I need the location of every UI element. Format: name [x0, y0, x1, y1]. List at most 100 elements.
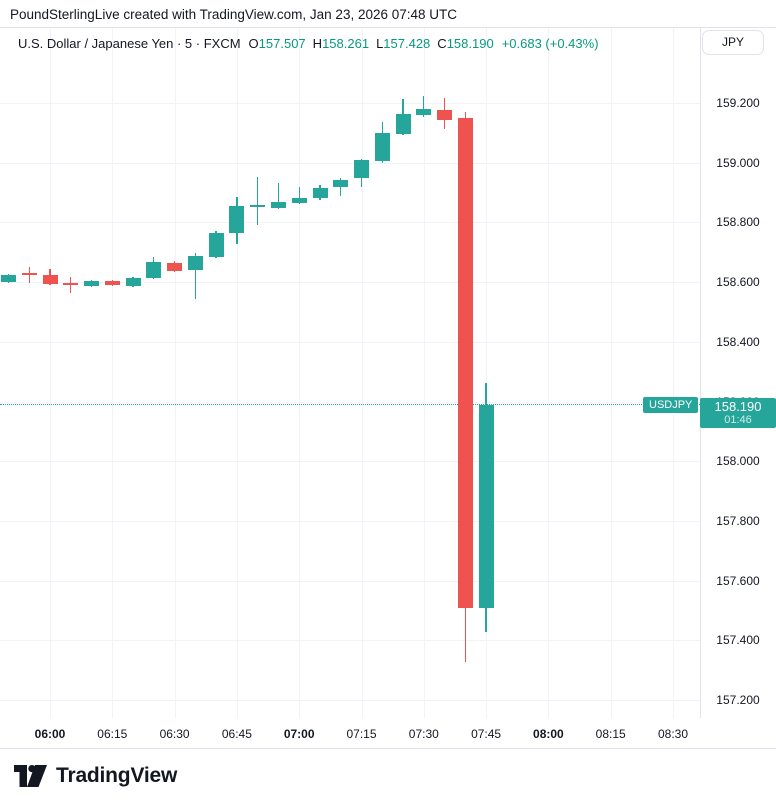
- horizontal-gridline: [0, 580, 700, 582]
- vertical-gridline: [361, 28, 363, 718]
- price-axis-tick: 159.200: [716, 96, 760, 110]
- vertical-gridline: [299, 28, 301, 718]
- last-price-line: [0, 403, 700, 405]
- candle-wick: [340, 178, 342, 197]
- last-price-label: 158.190 01:46: [700, 397, 776, 428]
- tradingview-logo-text: TradingView: [56, 764, 178, 787]
- vertical-gridline: [174, 28, 176, 718]
- last-price-value: 158.190: [714, 398, 762, 414]
- chart-pane[interactable]: USDJPY: [0, 28, 700, 718]
- horizontal-gridline: [0, 162, 700, 164]
- horizontal-gridline: [0, 461, 700, 463]
- candle-body: [21, 273, 37, 275]
- price-axis-tick: 158.000: [716, 454, 760, 469]
- candle-body: [167, 263, 183, 271]
- time-axis-tick: 07:45: [471, 727, 502, 741]
- candle-wick: [194, 253, 197, 300]
- candle-body: [229, 206, 245, 234]
- vertical-gridline: [423, 28, 425, 718]
- candle-body: [250, 205, 266, 207]
- candle-body: [291, 197, 307, 203]
- candle-body: [312, 188, 328, 198]
- time-axis-tick: 08:30: [657, 727, 689, 741]
- horizontal-gridline: [0, 640, 700, 642]
- candle-body: [104, 280, 120, 286]
- vertical-gridline: [548, 28, 550, 718]
- vertical-gridline: [236, 28, 238, 718]
- price-axis-tick: 158.600: [716, 275, 760, 290]
- price-axis-tick: 158.800: [716, 215, 760, 230]
- legend-change: +0.683 (+0.43%): [501, 36, 599, 51]
- currency-unit-button[interactable]: JPY: [702, 30, 764, 55]
- candle-body: [354, 160, 369, 178]
- horizontal-gridline: [0, 520, 700, 522]
- candle-body: [125, 277, 141, 286]
- vertical-gridline: [486, 28, 488, 718]
- symbol-title: U.S. Dollar / Japanese Yen · 5 · FXCM: [18, 36, 241, 51]
- candle-body: [84, 280, 99, 286]
- time-axis-tick: 06:45: [221, 727, 252, 741]
- bar-countdown: 01:46: [724, 413, 752, 426]
- widget-bottom-border: [0, 748, 776, 749]
- horizontal-gridline: [0, 700, 700, 701]
- time-axis-tick: 06:30: [159, 727, 190, 741]
- vertical-gridline: [610, 28, 612, 718]
- candle-wick: [423, 96, 425, 117]
- candle-wick: [70, 277, 72, 294]
- horizontal-gridline: [0, 401, 700, 403]
- candle-body: [146, 262, 162, 278]
- price-axis-tick: 157.400: [716, 633, 760, 648]
- price-axis-tick: 157.200: [716, 693, 760, 707]
- candle-wick: [257, 177, 259, 226]
- candle-body: [437, 109, 453, 120]
- candle-body: [374, 133, 390, 162]
- candle-body: [42, 274, 58, 285]
- time-axis-tick: 06:00: [34, 727, 66, 741]
- price-line-symbol-label: USDJPY: [643, 396, 699, 413]
- candle-body: [333, 180, 349, 187]
- horizontal-gridline: [0, 282, 700, 284]
- time-axis-tick: 08:15: [595, 727, 626, 741]
- candle-body: [1, 274, 16, 283]
- price-axis-tick: 158.400: [716, 334, 760, 349]
- time-axis[interactable]: 06:00 06:15 06:30 06:45 07:00 07:15 07:30 07:45…: [0, 718, 776, 748]
- vertical-gridline: [50, 28, 51, 718]
- candle-wick: [277, 183, 280, 209]
- horizontal-gridline: [0, 341, 700, 343]
- candle-wick: [28, 267, 30, 283]
- footer-branding[interactable]: TradingView: [14, 764, 177, 788]
- candle-wick: [298, 186, 300, 204]
- horizontal-gridline: [0, 222, 700, 224]
- candle-body: [208, 232, 224, 257]
- candle-body: [478, 404, 494, 609]
- price-axis-tick: 157.600: [716, 573, 760, 588]
- time-axis-tick: 08:00: [533, 727, 564, 741]
- vertical-gridline: [112, 28, 114, 718]
- legend-ohlc-pair: C158.190: [437, 36, 494, 51]
- price-axis[interactable]: JPY 159.200 159.000 158.800 158.600 158.400 1…: [700, 28, 776, 718]
- widget-top-border: [0, 27, 776, 28]
- attribution-text: PoundSterlingLive created with TradingVi…: [10, 7, 458, 22]
- candle-body: [457, 117, 473, 609]
- price-axis-tick: 157.800: [716, 513, 760, 528]
- horizontal-gridline: [0, 103, 700, 104]
- vertical-gridline: [673, 28, 674, 718]
- candle-body: [187, 256, 203, 270]
- time-axis-tick: 07:00: [283, 727, 315, 741]
- symbol-legend[interactable]: U.S. Dollar / Japanese Yen · 5 · FXCM O1…: [18, 36, 599, 52]
- legend-ohlc-pair: H158.261: [312, 36, 370, 51]
- tradingview-logo-icon: [14, 765, 47, 787]
- price-axis-tick: 159.000: [716, 155, 760, 170]
- candle-body: [395, 114, 411, 134]
- candle-body: [416, 109, 432, 115]
- candle-body: [63, 283, 79, 285]
- legend-ohlc-pair: O157.507: [248, 36, 306, 51]
- legend-ohlc-pair: L157.428: [376, 36, 431, 51]
- legend-ohlc-values: O157.507 H158.261 L157.428 C158.190: [249, 36, 494, 52]
- time-axis-tick: 07:30: [408, 727, 439, 741]
- candle-body: [270, 202, 286, 209]
- time-axis-tick: 07:15: [346, 727, 377, 741]
- time-axis-tick: 06:15: [97, 727, 128, 741]
- price-axis-separator: [700, 28, 701, 748]
